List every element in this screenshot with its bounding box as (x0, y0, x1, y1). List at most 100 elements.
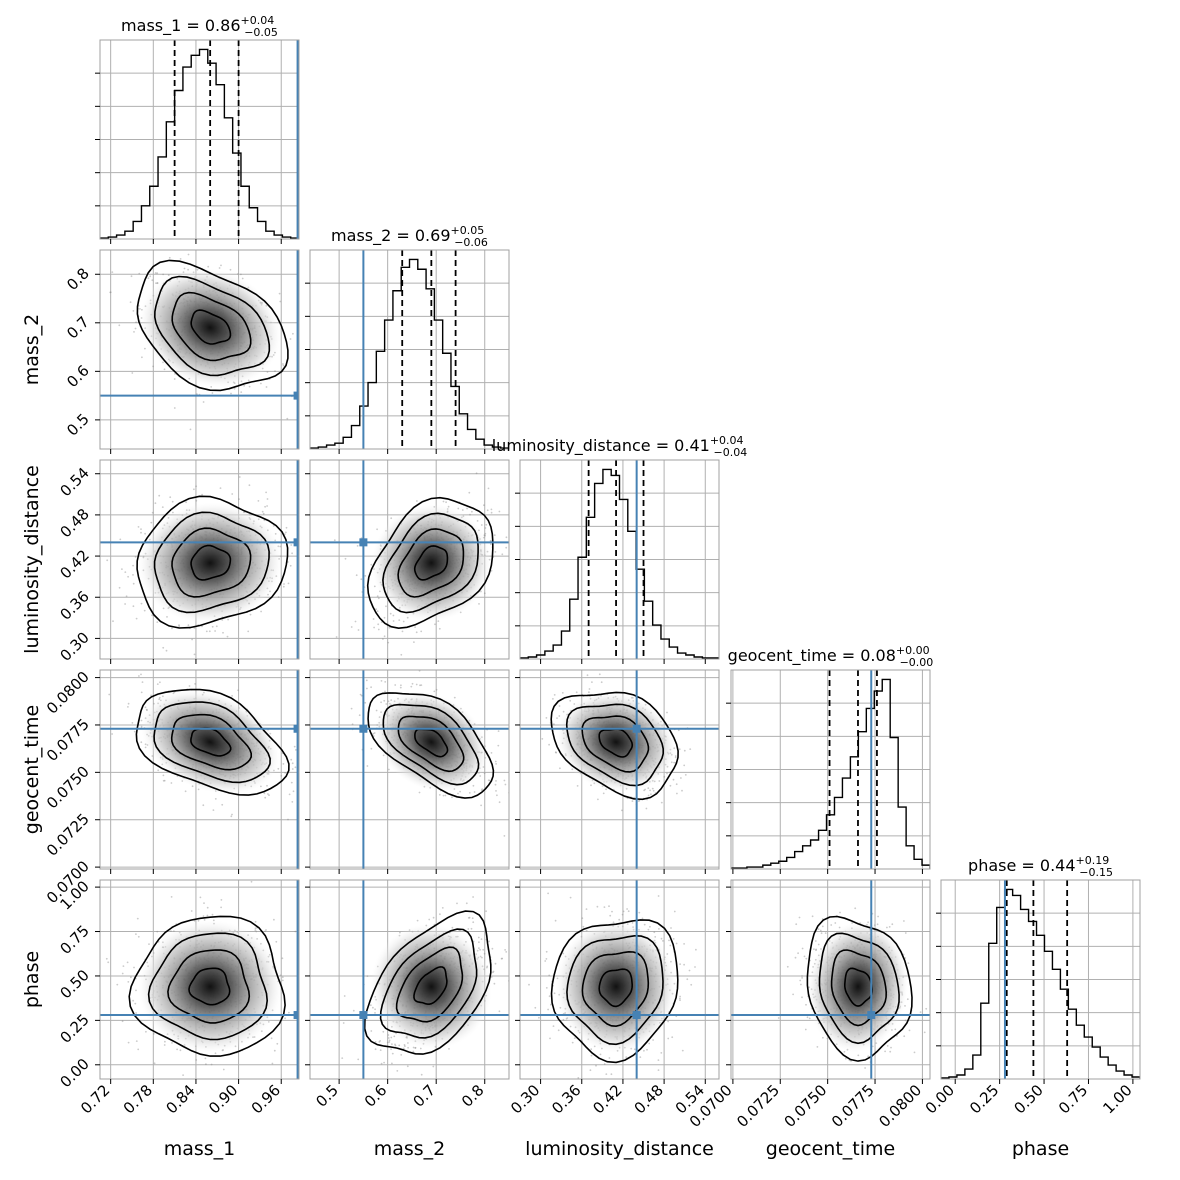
panel-frame (99, 669, 300, 870)
histogram-phase (941, 888, 1140, 1079)
y-tick-label: 0.30 (56, 629, 92, 665)
panel-geocent_time-vs-mass_2 (305, 669, 510, 874)
truth-marker (867, 1011, 876, 1020)
panel-luminosity_distance-vs-mass_2 (305, 459, 510, 664)
contour-level-4 (135, 688, 290, 796)
density-luminosity_distance-mass_1 (138, 502, 282, 624)
contour-level-3 (153, 511, 270, 614)
contour-level-2 (395, 946, 464, 1023)
y-axis-label-mass_2: mass_2 (21, 314, 43, 386)
contour-level-3 (382, 703, 480, 786)
x-tick-label: 0.5 (312, 1081, 342, 1111)
y-tick-label: 0.0750 (43, 762, 93, 812)
panel-content (310, 250, 509, 449)
x-tick-label: 0.00 (922, 1081, 958, 1117)
contour-level-1 (190, 309, 232, 345)
contour-level-3 (153, 701, 271, 784)
contour-level-2 (171, 527, 252, 598)
panel-frame (309, 879, 510, 1080)
histogram-mass_1 (100, 48, 299, 239)
x-tick-label: 0.48 (631, 1081, 667, 1117)
panel-content (731, 670, 930, 869)
x-tick-label: 0.36 (548, 1081, 584, 1117)
x-tick-label: 0.0775 (828, 1081, 878, 1131)
truth-marker (293, 391, 299, 400)
contour-level-1 (190, 727, 232, 757)
contour-level-4 (550, 919, 679, 1064)
truth-marker (632, 724, 641, 733)
panel-frame (309, 669, 510, 870)
panel-geocent_time-vs-geocent_time: geocent_time = 0.08+0.00 −0.00 (726, 644, 933, 874)
density-geocent_time-mass_1 (141, 689, 280, 795)
panel-luminosity_distance-vs-mass_1: 0.30 0.36 0.42 0.48 0.54 luminosity_distance (21, 459, 300, 665)
y-tick-label: 0.48 (56, 505, 92, 541)
panel-frame (730, 879, 931, 1080)
density-mass_2-mass_1 (139, 267, 281, 388)
contour-level-4 (136, 495, 289, 629)
x-axis-label-mass_2: mass_2 (374, 1138, 446, 1160)
x-tick-label: 0.78 (120, 1081, 156, 1117)
contour-level-4 (136, 259, 289, 392)
panel-content (100, 40, 299, 239)
panel-mass_2-vs-mass_2: mass_2 = 0.69+0.05 −0.06 (305, 224, 510, 454)
x-tick-label: 0.30 (507, 1081, 543, 1117)
y-tick-label: 0.0725 (43, 810, 93, 860)
contour-level-2 (167, 949, 251, 1024)
panel-phase-vs-phase: phase = 0.44+0.19 −0.15 0.00 0.25 0.50 0.75 1.… (922, 854, 1141, 1160)
title-mass_1: mass_1 = 0.86+0.04 −0.05 (121, 14, 278, 39)
contour-level-1 (413, 545, 449, 581)
truth-marker (293, 538, 299, 547)
truth-marker (359, 1011, 368, 1020)
contour-level-4 (806, 915, 913, 1062)
x-tick-label: 0.7 (409, 1081, 439, 1111)
panel-phase-vs-mass_2: 0.5 0.6 0.7 0.8 mass_2 (305, 879, 510, 1160)
x-tick-label: 0.90 (205, 1081, 241, 1117)
contour-level-4 (128, 915, 286, 1057)
panels-layer: mass_1 = 0.86+0.04 −0.05 0.5 0.6 0.7 0.8 mass_… (21, 14, 1141, 1160)
panel-content (100, 460, 299, 659)
histogram-mass_2 (310, 258, 509, 449)
density-luminosity_distance-mass_2 (371, 504, 491, 622)
x-tick-label: 0.6 (361, 1081, 391, 1111)
x-tick-label: 0.0725 (733, 1081, 783, 1131)
x-tick-label: 0.84 (162, 1081, 198, 1117)
panel-mass_1-vs-mass_1: mass_1 = 0.86+0.04 −0.05 (95, 14, 300, 244)
y-tick-label: 0.6 (63, 361, 93, 391)
x-axis-label-luminosity_distance: luminosity_distance (525, 1138, 714, 1160)
contour-level-2 (171, 291, 252, 362)
panel-content (310, 880, 509, 1079)
title-phase: phase = 0.44+0.19 −0.15 (968, 854, 1113, 879)
histogram-geocent_time (731, 678, 930, 869)
y-tick-label: 0.5 (63, 410, 93, 440)
y-tick-label: 0.54 (56, 464, 92, 500)
contour-level-3 (382, 512, 479, 614)
contour-level-3 (565, 703, 665, 787)
density-phase-geocent_time (807, 920, 909, 1053)
x-axis-label-geocent_time: geocent_time (766, 1138, 895, 1160)
panel-phase-vs-geocent_time: 0.07000.07250.07500.07750.0800geocent_ti… (686, 879, 931, 1160)
y-tick-label: 0.36 (56, 587, 92, 623)
truth-marker (293, 724, 299, 733)
panel-frame (519, 669, 720, 870)
contour-level-4 (550, 691, 679, 801)
panel-frame (309, 459, 510, 660)
contour-level-2 (581, 715, 650, 773)
x-axis-label-mass_1: mass_1 (164, 1138, 236, 1160)
contour-level-2 (397, 528, 465, 598)
panel-content (520, 670, 719, 869)
panel-mass_2-vs-mass_1: 0.5 0.6 0.7 0.8 mass_2 (21, 249, 300, 454)
contour-level-3 (379, 928, 478, 1039)
truth-marker (359, 724, 368, 733)
panel-content (941, 880, 1140, 1079)
panel-frame (519, 879, 720, 1080)
x-tick-label: 0.8 (458, 1081, 488, 1111)
y-tick-label: 0.25 (56, 1010, 92, 1046)
contour-level-3 (818, 932, 900, 1045)
density-phase-mass_1 (138, 920, 283, 1054)
panel-geocent_time-vs-luminosity_distance (515, 669, 720, 874)
panel-content (520, 880, 719, 1079)
x-tick-label: 0.0800 (875, 1081, 925, 1131)
truth-marker (359, 538, 368, 547)
